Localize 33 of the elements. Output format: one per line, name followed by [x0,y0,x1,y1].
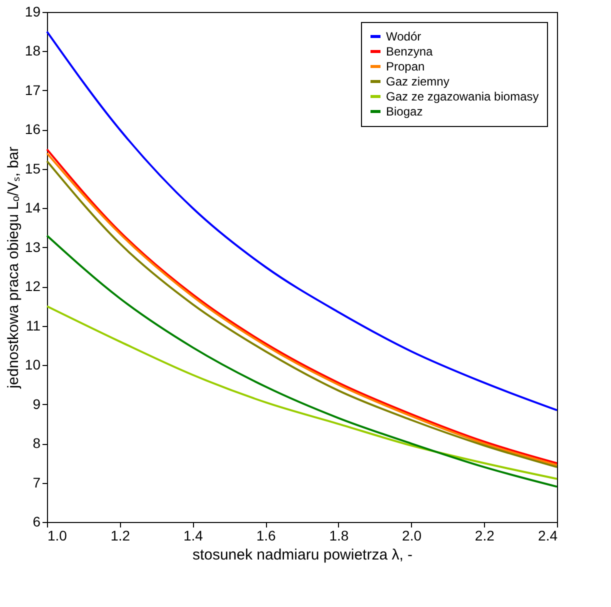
x-tick-label: 1.6 [256,528,276,544]
y-tick-label: 11 [26,317,41,334]
y-tick-label: 13 [24,238,41,255]
y-axis-title: jednostkowa praca obiegu Lₒ/Vₛ, bar [4,146,22,390]
x-tick-label: 2.0 [402,528,422,544]
x-tick-label: 1.2 [110,528,130,544]
line-series [46,30,558,412]
y-tick-label: 8 [32,435,41,452]
y-tick-label: 16 [24,121,41,138]
legend-label: Benzyna [386,44,434,58]
x-axis-title: stosunek nadmiaru powietrza λ, - [192,546,413,564]
legend-label: Gaz ze zgazowania biomasy [386,90,539,104]
x-tick-label: 1.8 [329,528,349,544]
legend-label: Biogaz [386,104,423,118]
x-tick-label: 2.4 [538,528,558,544]
x-tick-label: 1.4 [183,528,204,544]
y-tick-label: 19 [24,4,41,20]
legend-label: Wodór [386,30,422,44]
y-tick-label: 18 [24,42,41,59]
y-tick-label: 9 [32,396,41,412]
legend-label: Propan [386,60,425,74]
y-tick-label: 15 [24,160,41,176]
line-series [46,305,558,480]
x-tick-label: 1.0 [48,528,68,544]
y-tick-label: 12 [24,278,41,294]
y-tick-label: 17 [24,82,41,98]
y-tick-label: 10 [24,356,41,373]
x-tick-label: 2.2 [474,528,495,544]
y-tick-label: 6 [32,514,41,530]
y-tick-label: 7 [32,474,41,490]
legend-label: Gaz ziemny [386,74,450,88]
y-tick-label: 14 [24,200,41,216]
line-series [46,234,558,488]
